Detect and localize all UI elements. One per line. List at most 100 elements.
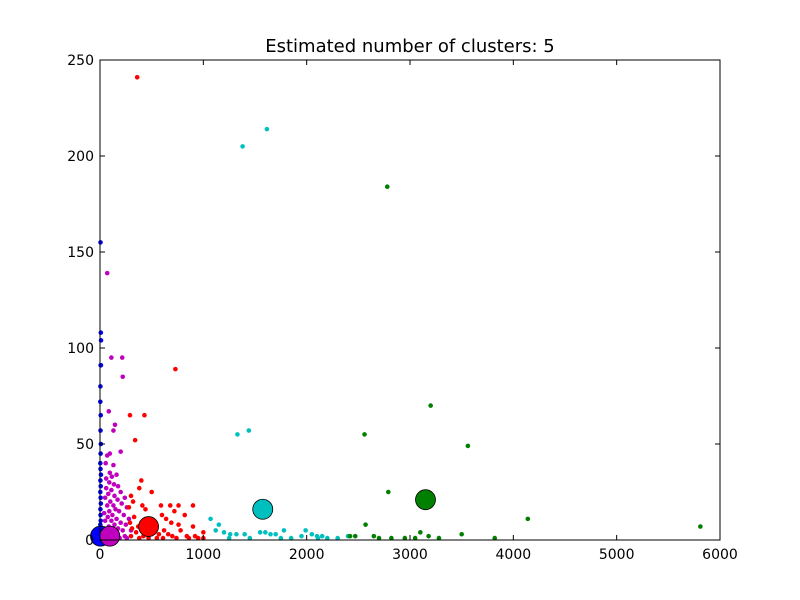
data-point-cluster-3 — [163, 516, 169, 522]
data-point-cluster-2 — [111, 482, 117, 487]
y-tick-label: 0 — [85, 533, 94, 549]
data-point-cluster-4 — [246, 428, 252, 433]
data-point-cluster-2 — [109, 518, 114, 524]
data-point-cluster-1 — [98, 483, 104, 489]
data-point-cluster-2 — [119, 501, 124, 506]
y-tick-label: 200 — [67, 149, 94, 165]
data-point-cluster-2 — [124, 535, 130, 541]
x-tick-label: 1000 — [186, 547, 222, 563]
data-point-cluster-4 — [257, 530, 263, 535]
data-point-cluster-2 — [104, 503, 110, 508]
y-tick-label: 50 — [76, 437, 94, 453]
data-point-cluster-5 — [347, 533, 353, 539]
data-point-cluster-2 — [112, 422, 118, 428]
data-point-cluster-4 — [309, 531, 315, 537]
data-point-cluster-4 — [288, 535, 294, 541]
data-point-cluster-3 — [201, 530, 206, 535]
data-point-cluster-2 — [103, 485, 109, 491]
data-point-cluster-2 — [113, 506, 118, 512]
data-point-cluster-4 — [264, 126, 270, 132]
data-point-cluster-4 — [221, 530, 227, 535]
data-point-cluster-3 — [126, 505, 132, 510]
data-point-cluster-1 — [98, 466, 103, 472]
data-point-cluster-2 — [102, 518, 108, 524]
data-point-cluster-5 — [426, 533, 431, 539]
data-point-cluster-1 — [98, 412, 104, 418]
data-point-cluster-2 — [121, 512, 127, 518]
data-point-cluster-4 — [240, 144, 245, 149]
cluster-center-4 — [252, 498, 274, 520]
data-point-cluster-2 — [101, 510, 107, 516]
data-point-cluster-1 — [98, 472, 104, 478]
data-point-cluster-3 — [134, 74, 140, 80]
data-point-cluster-2 — [116, 508, 122, 514]
cluster-center-2 — [99, 525, 121, 547]
data-point-cluster-3 — [139, 478, 144, 483]
data-point-cluster-4 — [226, 535, 232, 541]
data-point-cluster-1 — [98, 362, 104, 368]
data-point-cluster-3 — [190, 503, 196, 508]
data-point-cluster-5 — [428, 403, 433, 408]
data-point-cluster-5 — [436, 535, 442, 541]
data-point-cluster-3 — [154, 535, 160, 541]
data-point-cluster-3 — [142, 412, 147, 418]
data-point-cluster-2 — [107, 508, 112, 514]
data-point-cluster-2 — [110, 512, 115, 518]
data-point-cluster-4 — [235, 432, 240, 437]
data-point-cluster-2 — [103, 460, 108, 466]
data-point-cluster-5 — [384, 184, 390, 190]
data-point-cluster-3 — [169, 520, 174, 526]
data-point-cluster-3 — [186, 535, 192, 541]
data-point-cluster-3 — [127, 520, 133, 526]
x-tick-label: 3000 — [392, 547, 428, 563]
data-point-cluster-3 — [173, 366, 178, 372]
data-point-cluster-5 — [698, 524, 703, 529]
data-point-cluster-4 — [335, 535, 340, 541]
data-point-cluster-2 — [107, 470, 113, 476]
data-point-cluster-3 — [161, 528, 167, 533]
cluster-center-5 — [415, 489, 436, 511]
data-point-cluster-4 — [278, 535, 284, 541]
data-point-cluster-5 — [363, 522, 368, 527]
data-point-cluster-1 — [98, 512, 103, 518]
data-point-cluster-5 — [376, 535, 382, 541]
data-point-cluster-2 — [115, 497, 120, 502]
data-point-cluster-3 — [176, 522, 181, 527]
data-point-cluster-3 — [146, 535, 151, 541]
data-point-cluster-3 — [127, 412, 133, 418]
data-point-cluster-3 — [190, 524, 196, 529]
data-point-cluster-2 — [112, 493, 117, 499]
data-point-cluster-3 — [128, 533, 134, 539]
data-point-cluster-3 — [158, 503, 164, 508]
cluster-center-3 — [138, 516, 159, 537]
x-tick-label: 2000 — [289, 547, 325, 563]
data-point-cluster-2 — [102, 495, 108, 501]
data-point-cluster-3 — [172, 508, 177, 514]
data-point-cluster-4 — [242, 531, 247, 537]
data-point-cluster-5 — [402, 535, 408, 541]
data-point-cluster-2 — [115, 483, 121, 489]
data-point-cluster-2 — [108, 499, 113, 504]
data-point-cluster-5 — [362, 432, 367, 437]
data-point-cluster-3 — [133, 530, 139, 535]
data-point-cluster-4 — [263, 530, 268, 535]
data-point-cluster-2 — [109, 487, 114, 493]
data-point-cluster-4 — [268, 531, 273, 537]
data-point-cluster-1 — [98, 428, 103, 433]
data-point-cluster-5 — [412, 535, 418, 541]
data-point-cluster-3 — [143, 506, 148, 512]
data-point-cluster-1 — [98, 451, 103, 456]
y-axis-ticks: 0 50 100 150 200 250 — [67, 53, 720, 549]
data-point-cluster-2 — [104, 453, 110, 458]
data-point-cluster-2 — [111, 503, 116, 508]
data-point-cluster-1 — [98, 240, 103, 245]
data-point-cluster-2 — [114, 516, 119, 522]
data-point-cluster-4 — [299, 533, 304, 539]
data-point-cluster-5 — [352, 533, 358, 539]
data-point-cluster-1 — [98, 330, 104, 335]
data-point-cluster-3 — [156, 531, 162, 537]
data-point-cluster-4 — [213, 528, 219, 533]
data-point-cluster-5 — [389, 535, 394, 541]
data-point-cluster-2 — [105, 491, 111, 497]
data-point-cluster-4 — [281, 528, 287, 533]
